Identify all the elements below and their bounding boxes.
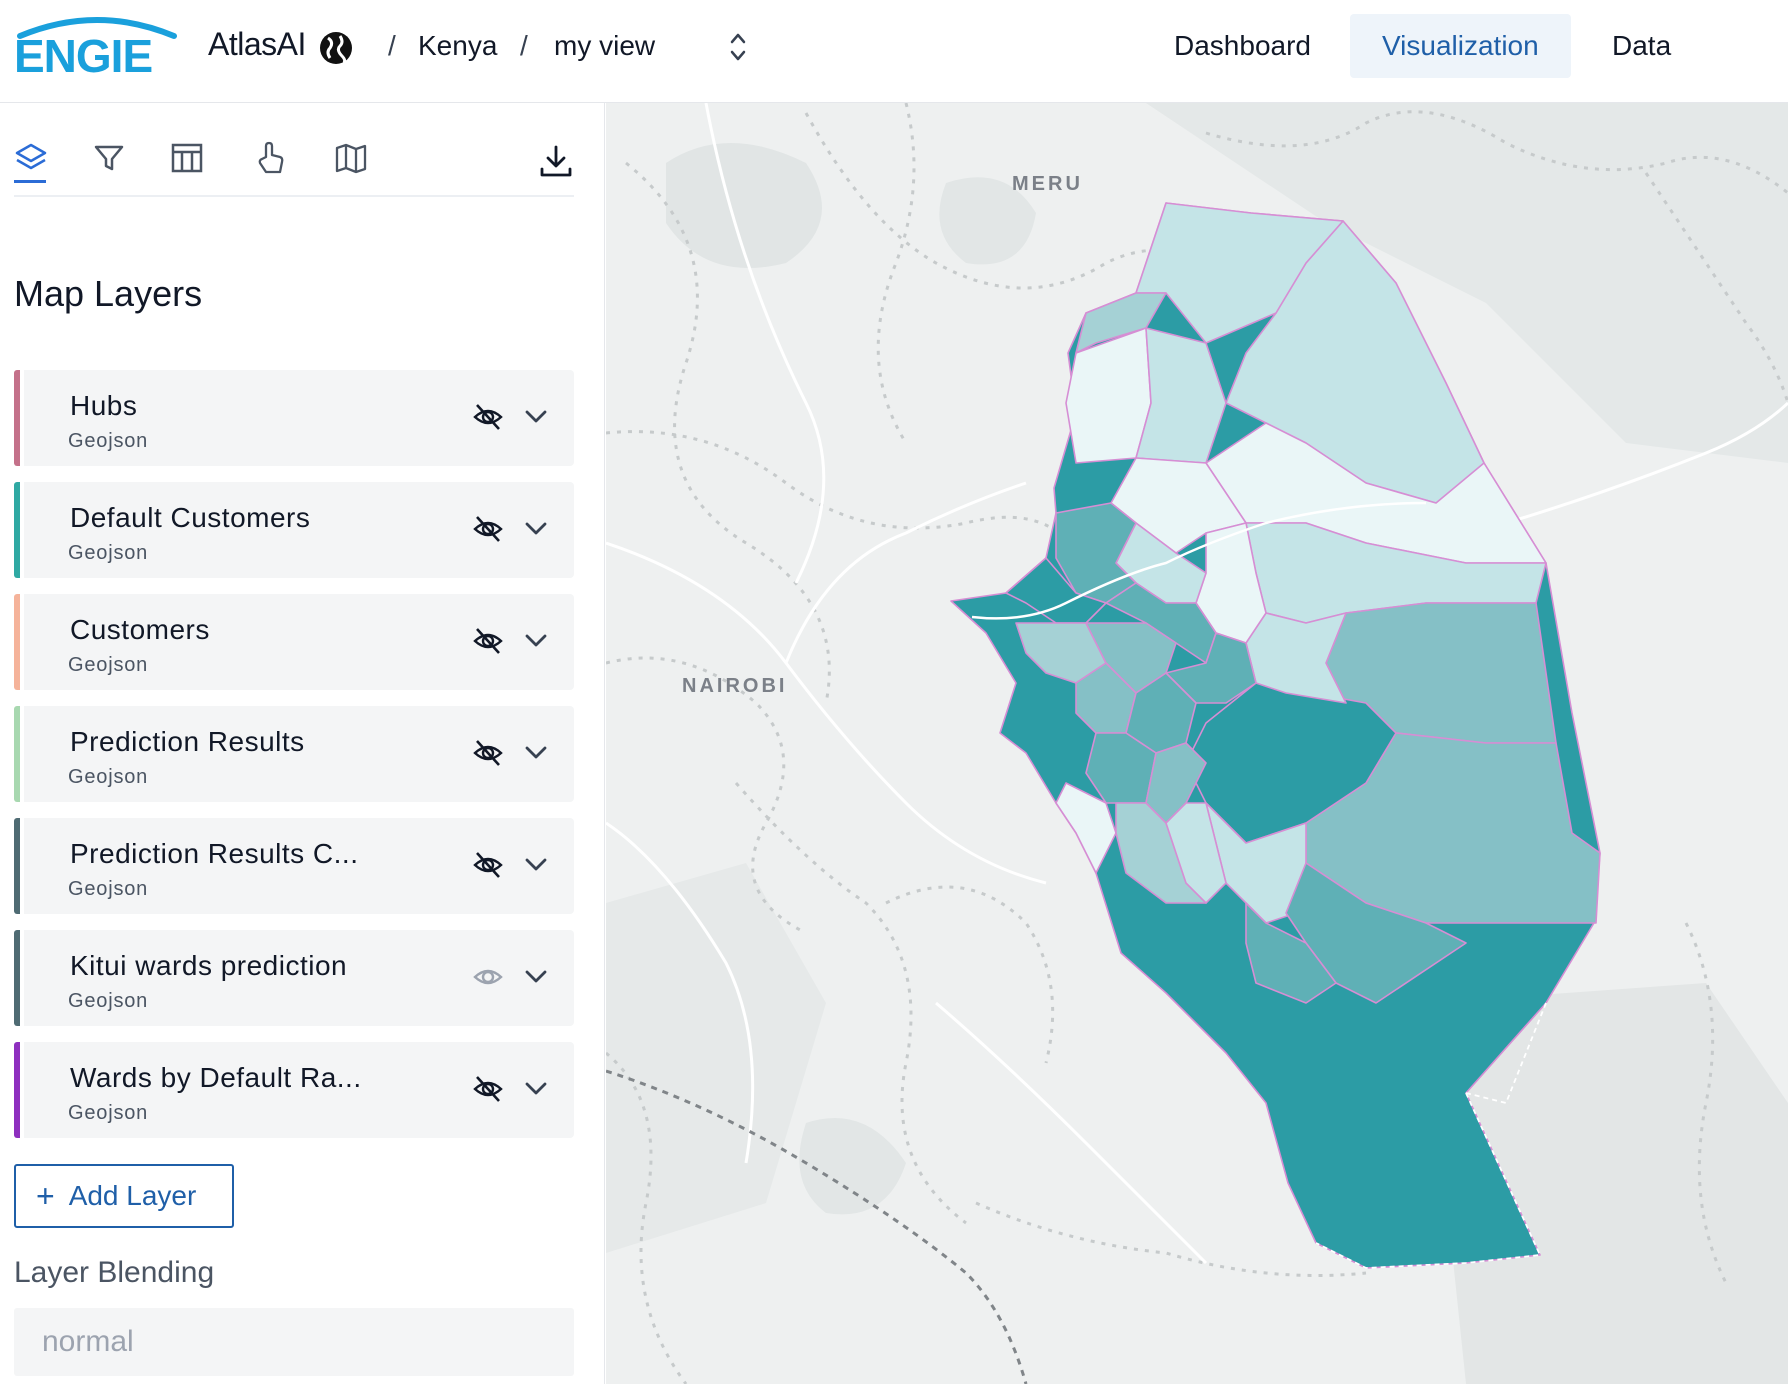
table-icon <box>171 143 203 173</box>
layer-type: Geojson <box>68 1102 149 1124</box>
layer-item[interactable]: Prediction Results Geojson <box>14 706 574 802</box>
panel-title: Map Layers <box>14 273 203 314</box>
layer-color-bar <box>14 482 20 578</box>
add-layer-button[interactable]: + Add Layer <box>14 1164 234 1228</box>
brand-name[interactable]: AtlasAI <box>208 26 306 62</box>
layer-type: Geojson <box>68 430 149 452</box>
base-map <box>606 103 1788 1384</box>
layer-type: Geojson <box>68 766 149 788</box>
nav-dashboard[interactable]: Dashboard <box>1174 30 1311 61</box>
tab-table[interactable] <box>170 141 206 181</box>
layer-color-bar <box>14 818 20 914</box>
sidebar-tabbar <box>14 141 574 197</box>
eye-off-icon[interactable] <box>472 402 504 432</box>
view-switch-icon[interactable] <box>728 30 748 64</box>
breadcrumb-separator: / <box>388 30 396 61</box>
layer-color-gap <box>20 706 24 802</box>
layer-color-bar <box>14 370 20 466</box>
layer-name[interactable]: Prediction Results C... <box>70 838 359 869</box>
layer-blending-label: Layer Blending <box>14 1256 215 1289</box>
tab-layers[interactable] <box>14 141 50 183</box>
layer-type: Geojson <box>68 878 149 900</box>
layer-color-gap <box>20 370 24 466</box>
filter-icon <box>94 145 124 171</box>
pointer-icon <box>258 141 284 174</box>
layer-name[interactable]: Kitui wards prediction <box>70 950 348 981</box>
layer-color-bar <box>14 594 20 690</box>
sidebar: Map Layers Hubs Geojson Default Customers G… <box>0 103 605 1384</box>
layer-color-gap <box>20 1042 24 1138</box>
layer-item[interactable]: Default Customers Geojson <box>14 482 574 578</box>
svg-text:ENGIE: ENGIE <box>14 30 152 76</box>
layer-name[interactable]: Prediction Results <box>70 726 305 757</box>
chevron-down-icon[interactable] <box>524 966 548 988</box>
add-layer-label: Add Layer <box>68 1180 197 1211</box>
tab-interactions[interactable] <box>254 141 290 181</box>
eye-off-icon[interactable] <box>472 514 504 544</box>
tab-filters[interactable] <box>92 141 128 181</box>
layer-item[interactable]: Kitui wards prediction Geojson <box>14 930 574 1026</box>
nav-visualization[interactable]: Visualization <box>1350 14 1571 78</box>
layer-name[interactable]: Default Customers <box>70 502 311 533</box>
layer-name[interactable]: Wards by Default Ra... <box>70 1062 362 1093</box>
eye-off-icon[interactable] <box>472 850 504 880</box>
chevron-down-icon[interactable] <box>524 1078 548 1100</box>
map-label-meru: MERU <box>1012 173 1083 195</box>
breadcrumb-separator: / <box>520 30 528 61</box>
eye-off-icon[interactable] <box>472 626 504 656</box>
layer-color-bar <box>14 706 20 802</box>
download-icon[interactable] <box>538 143 574 179</box>
chevron-down-icon[interactable] <box>524 854 548 876</box>
layer-color-gap <box>20 482 24 578</box>
eye-icon[interactable] <box>472 962 504 992</box>
engie-logo[interactable]: ENGIE <box>14 14 180 76</box>
layer-blending-select[interactable]: normal <box>14 1308 574 1376</box>
layer-name[interactable]: Hubs <box>70 390 138 421</box>
map-label-nairobi: NAIROBI <box>682 675 788 697</box>
layer-color-gap <box>20 594 24 690</box>
layer-type: Geojson <box>68 654 149 676</box>
chevron-down-icon[interactable] <box>524 406 548 428</box>
layer-color-gap <box>20 818 24 914</box>
map-canvas[interactable]: MERU NAIROBI <box>606 103 1788 1384</box>
top-header: ENGIE AtlasAI / Kenya / my view Dashboar… <box>0 0 1788 103</box>
tab-base-map[interactable] <box>334 141 370 181</box>
layer-color-gap <box>20 930 24 1026</box>
nav-data[interactable]: Data <box>1612 30 1672 61</box>
plus-icon: + <box>36 1178 55 1214</box>
active-tab-indicator <box>14 180 46 183</box>
layers-icon <box>15 143 47 170</box>
layer-type: Geojson <box>68 542 149 564</box>
chevron-down-icon[interactable] <box>524 518 548 540</box>
chevron-down-icon[interactable] <box>524 742 548 764</box>
layer-color-bar <box>14 930 20 1026</box>
layer-type: Geojson <box>68 990 149 1012</box>
globe-icon <box>320 32 352 64</box>
layer-item[interactable]: Hubs Geojson <box>14 370 574 466</box>
layer-item[interactable]: Prediction Results C... Geojson <box>14 818 574 914</box>
chevron-down-icon[interactable] <box>524 630 548 652</box>
eye-off-icon[interactable] <box>472 1074 504 1104</box>
breadcrumb-country[interactable]: Kenya <box>418 30 498 61</box>
layer-name[interactable]: Customers <box>70 614 210 645</box>
map-icon <box>335 143 367 174</box>
breadcrumb-view[interactable]: my view <box>554 30 656 61</box>
layer-color-bar <box>14 1042 20 1138</box>
eye-off-icon[interactable] <box>472 738 504 768</box>
layer-item[interactable]: Wards by Default Ra... Geojson <box>14 1042 574 1138</box>
layer-item[interactable]: Customers Geojson <box>14 594 574 690</box>
